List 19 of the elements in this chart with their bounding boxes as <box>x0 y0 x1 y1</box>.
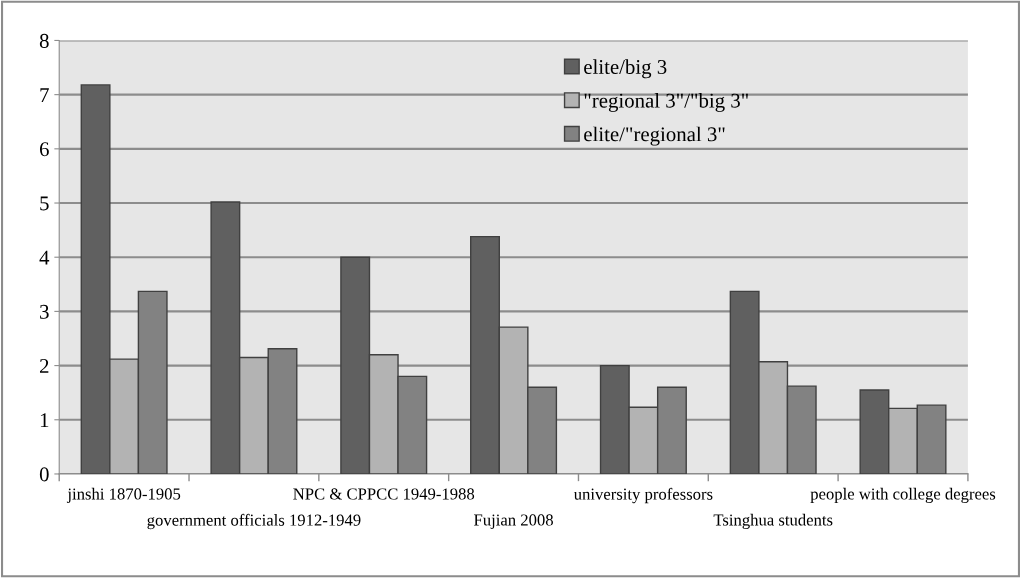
x-tick-label: university professors <box>573 487 713 504</box>
y-tick-label: 8 <box>39 33 49 48</box>
x-tick-label: NPC & CPPCC 1949-1988 <box>293 488 475 500</box>
legend-label: elite/"regional 3" <box>584 126 725 146</box>
y-tick-label: 0 <box>39 467 49 482</box>
x-tick-label: Tsinghua students <box>713 513 833 530</box>
y-tick-label: 5 <box>40 196 49 211</box>
x-tick-label: people with college degrees <box>810 487 996 504</box>
y-tick-label: 1 <box>40 413 49 427</box>
y-tick-label: 6 <box>39 142 49 157</box>
y-tick-label: 7 <box>40 88 49 102</box>
y-tick-label: 4 <box>39 250 50 265</box>
x-tick-label: Fujian 2008 <box>474 514 553 529</box>
x-tick-label: jinshi 1870-1905 <box>66 487 181 503</box>
y-tick-label: 2 <box>39 359 49 373</box>
legend-label: "regional 3"/"big 3" <box>584 93 748 112</box>
x-tick-label: government officials 1912-1949 <box>147 513 361 530</box>
legend-label: elite/big 3 <box>584 59 667 79</box>
y-tick-label: 3 <box>40 304 49 319</box>
